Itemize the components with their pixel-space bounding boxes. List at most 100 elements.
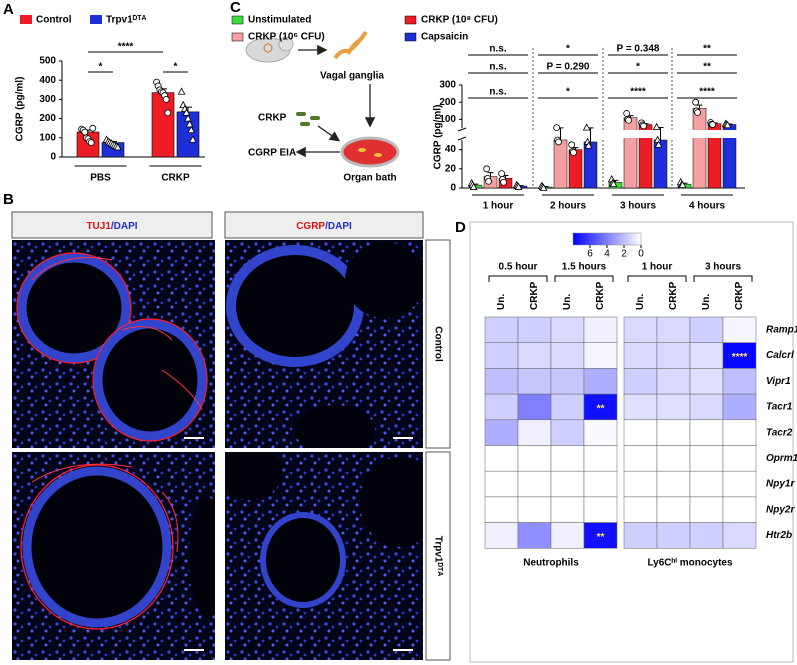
heatmap-cell [583, 419, 618, 446]
heatmap-cell [623, 470, 658, 498]
x-tick-label: 4 hours [689, 201, 726, 212]
heatmap-cell [517, 496, 552, 523]
heatmap-cell [583, 522, 618, 549]
heatmap-cell [517, 393, 552, 421]
point [709, 121, 716, 128]
column-label: CRKP [529, 281, 540, 310]
stain: /DAPI [111, 221, 138, 232]
significance-label: ** [597, 404, 605, 415]
row-header-box [425, 451, 451, 661]
panel-letter: C [230, 0, 241, 16]
point [678, 180, 687, 189]
micrographs: TUJ1/DAPI CGRP/DAPI Control Trpv1ᴰᵀᴬ [11, 211, 451, 661]
heatmap-cell [689, 419, 724, 446]
group-bracket [693, 275, 753, 282]
column-label: Un. [701, 294, 712, 310]
point [652, 122, 661, 131]
heatmap-cell [656, 342, 691, 369]
diagram: Vagal ganglia CRKP CGRP EIA Organ bath [245, 30, 400, 184]
heatmap-cell [656, 496, 691, 523]
heatmap-cell [550, 522, 585, 549]
point [185, 120, 194, 128]
significance-label: ** [597, 532, 605, 543]
significance-label: ** [703, 62, 711, 73]
heatmap-cell [583, 470, 618, 498]
row-label: Npy1r [766, 479, 795, 490]
bar [553, 139, 568, 189]
bar [583, 141, 598, 189]
row-label: Calcrl [766, 350, 794, 361]
y-tick-label: 300 [39, 94, 56, 105]
point [570, 149, 577, 156]
significance-label: n.s. [489, 44, 506, 55]
heatmap-cell [517, 522, 552, 549]
bacterium [296, 112, 306, 116]
significance-label: **** [699, 87, 715, 98]
heatmap-cell [689, 445, 724, 472]
y-tick-label: 0 [450, 183, 456, 194]
nerve [92, 318, 208, 442]
point [625, 116, 632, 124]
heatmap-cell [623, 393, 658, 421]
point [89, 124, 97, 132]
nerve [31, 257, 203, 411]
legend-swatch [404, 15, 417, 25]
heatmap-cell [689, 316, 724, 343]
heatmap-cell [656, 393, 691, 421]
micrograph [12, 240, 215, 448]
point [469, 182, 478, 190]
vessel [189, 497, 215, 617]
colorbar [572, 232, 642, 246]
heatmap-cell [550, 496, 585, 523]
heatmap-cell [623, 445, 658, 472]
row-header: Control [432, 326, 443, 362]
heatmap-cell [550, 342, 585, 369]
y-tick-label: 40 [445, 144, 457, 155]
column-label: CRKP [734, 281, 745, 310]
heatmap-cell [623, 316, 658, 343]
heatmap-cell [517, 342, 552, 369]
group-label: 0.5 hour [499, 262, 538, 273]
heatmap-cell [517, 419, 552, 446]
group-bracket [627, 275, 687, 282]
legend-label: Unstimulated [248, 15, 311, 26]
y-tick-label: 200 [39, 113, 56, 124]
heatmap-cell [517, 470, 552, 498]
point [692, 98, 700, 106]
significance-label: * [174, 62, 178, 73]
significance-label: **** [732, 352, 748, 363]
arrow [317, 125, 341, 142]
group-label: 1 hour [642, 262, 673, 273]
panel-frame [469, 221, 794, 663]
diagram-label: CGRP EIA [248, 148, 296, 159]
heatmap-cell [517, 368, 552, 395]
mouse-ganglia [263, 43, 273, 53]
airway [22, 466, 172, 628]
column-label: Un. [635, 294, 646, 310]
point [187, 125, 196, 134]
point [184, 114, 192, 122]
axis-break [458, 130, 748, 138]
point [723, 120, 732, 129]
legend-label: Control [36, 15, 72, 26]
heatmap-cell [484, 496, 519, 523]
x-tick-label: PBS [90, 173, 111, 184]
y-axis-label: CGRP (pg/ml) [433, 105, 444, 170]
group-label: 3 hours [705, 262, 742, 273]
y-tick-label: 500 [39, 56, 56, 67]
row-label: Htr2b [766, 530, 792, 541]
vessel [345, 242, 423, 318]
heatmap-cell [484, 393, 519, 421]
group-bracket [554, 275, 614, 282]
nerve [16, 252, 132, 364]
point [483, 165, 491, 173]
y-axis-label: CGRP (pg/ml) [15, 77, 26, 142]
heatmap-cell [722, 522, 757, 549]
point [568, 141, 576, 149]
bar [568, 149, 583, 189]
diagram-label: Vagal ganglia [320, 71, 384, 82]
y-tick-label: 300 [439, 80, 456, 91]
bacterium [310, 116, 320, 120]
point [188, 135, 197, 143]
